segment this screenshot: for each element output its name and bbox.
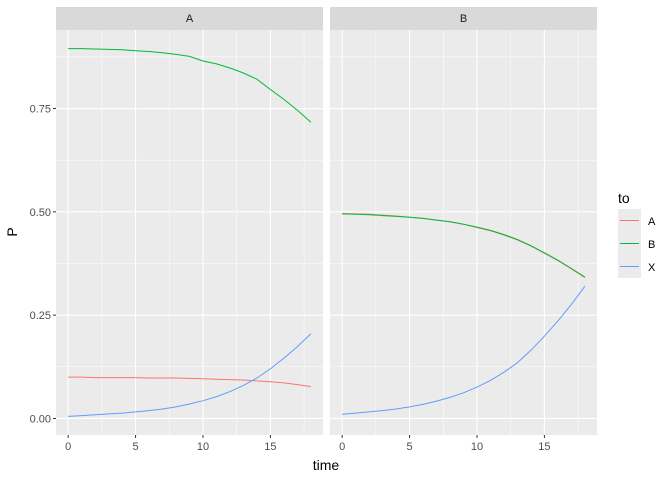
x-tick-label: 5 (406, 441, 412, 453)
facet-strip-label: A (186, 13, 194, 25)
facet-strip (56, 7, 323, 30)
facet-strip-label: B (460, 13, 467, 25)
x-axis-title: time (313, 457, 340, 473)
y-tick-label: 0.50 (30, 207, 51, 219)
legend: to ABX (618, 190, 656, 278)
series-line-X (342, 285, 586, 415)
y-tick-label: 0.00 (30, 413, 51, 425)
facet-panel-B: B 0 5 10 15 (330, 7, 597, 453)
x-tick-label: 15 (538, 441, 550, 453)
legend-label-B: B (648, 239, 655, 251)
facet-panel-A: A 0.00 0.25 0.50 0.75 0 5 10 15 (30, 7, 323, 453)
x-tick-label: 10 (471, 441, 483, 453)
y-axis-title: P (4, 227, 20, 236)
series-line-B (68, 48, 312, 123)
x-tick-label: 10 (197, 441, 209, 453)
facet-strip (330, 7, 597, 30)
panel-background (56, 30, 323, 435)
x-tick-label: 0 (339, 441, 345, 453)
y-tick-label: 0.25 (30, 310, 51, 322)
y-tick-label: 0.75 (30, 104, 51, 116)
series-line-A (68, 376, 311, 388)
series-line-B (342, 213, 586, 278)
x-tick-label: 0 (65, 441, 71, 453)
legend-label-X: X (648, 262, 656, 274)
legend-title: to (618, 190, 630, 206)
x-tick-label: 15 (264, 441, 276, 453)
series-line-X (68, 333, 312, 417)
legend-label-A: A (648, 216, 656, 228)
panel-background (330, 30, 597, 435)
x-tick-label: 5 (132, 441, 138, 453)
